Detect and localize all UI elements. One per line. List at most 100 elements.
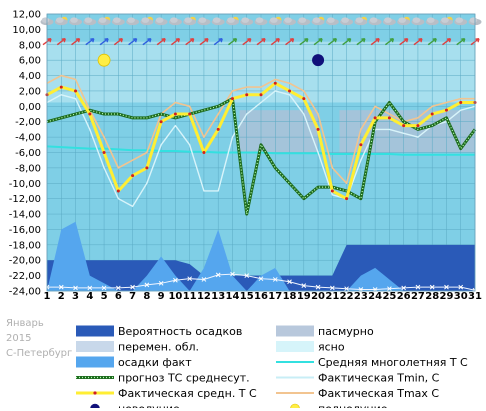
snow-point: [301, 283, 307, 288]
snow-point: [58, 284, 64, 290]
x-tick-label: 2: [58, 291, 65, 300]
period-caption: Январь 2015 С-Петербург: [6, 316, 72, 361]
snow-point: [329, 285, 335, 291]
weather-icon: [283, 17, 297, 26]
snow-point: [429, 284, 435, 290]
wind-arrow-icon: [199, 38, 209, 46]
weather-icon: [325, 17, 339, 26]
weather-icon: [340, 17, 354, 26]
cloud-icon: [113, 17, 121, 23]
mean-temp-point: [173, 112, 177, 116]
weather-icon: [439, 16, 453, 26]
y-tick-label: -6,00: [15, 148, 41, 159]
x-tick-label: 29: [440, 291, 454, 300]
snow-point: [287, 279, 292, 285]
mean-temp-point: [88, 112, 92, 116]
weather-icon: [225, 16, 239, 26]
weather-icon: [382, 17, 396, 26]
cloud-icon: [170, 17, 178, 23]
legend-label: полнолуние: [318, 403, 388, 409]
wind-arrow-icon: [170, 38, 181, 46]
overcast-band: [239, 110, 319, 153]
month-label: Январь: [6, 318, 44, 329]
x-tick-label: 27: [411, 291, 425, 300]
weather-icon: [54, 16, 68, 26]
x-tick-label: 24: [368, 291, 382, 300]
cloud-icon: [127, 17, 135, 23]
weather-icon: [240, 17, 254, 26]
snow-point: [444, 284, 449, 290]
snow-point: [73, 285, 78, 291]
legend-label: Средняя многолетняя Т С: [318, 356, 468, 369]
cloud-icon: [255, 17, 264, 23]
x-tick-label: 5: [101, 291, 108, 300]
x-tick-label: 10: [168, 291, 182, 300]
mean-temp-point: [159, 120, 163, 124]
mean-temp-point: [216, 127, 220, 131]
snow-point: [187, 276, 193, 282]
wind-arrow-icon: [384, 38, 395, 46]
weather-icon: [69, 17, 83, 26]
snow-point: [101, 285, 107, 291]
snow-point: [458, 284, 464, 290]
wind-arrow-icon: [242, 38, 252, 46]
y-tick-label: 2,00: [19, 86, 41, 97]
cloud-icon: [184, 17, 192, 23]
snow-point: [215, 272, 221, 278]
wind-arrow-icon: [313, 38, 323, 46]
y-tick-label: -2,00: [15, 117, 41, 128]
weather-icon: [183, 16, 197, 26]
wind-arrow-icon: [213, 38, 223, 46]
y-tick-label: -4,00: [15, 133, 41, 144]
y-tick-label: 12,00: [12, 10, 41, 21]
x-tick-label: 11: [183, 291, 197, 300]
wind-arrow-icon: [113, 38, 124, 46]
y-tick-label: 10,00: [12, 25, 41, 36]
wind-arrow-icon: [285, 38, 295, 46]
cloud-icon: [398, 17, 406, 23]
cloud-icon: [384, 17, 392, 23]
wind-arrow-icon: [427, 38, 437, 46]
x-tick-label: 6: [115, 291, 122, 300]
legend-label: Фактическая средн. Т С: [118, 387, 257, 400]
plot-frame: [46, 13, 476, 292]
full-moon-marker: [97, 53, 111, 67]
precip-fact-area: [47, 221, 475, 291]
weather-icon: [354, 16, 368, 26]
mean-temp-point: [116, 189, 120, 193]
weather-icon: [454, 17, 468, 26]
weather-icon: [111, 17, 125, 26]
mean-temp-point: [444, 108, 448, 112]
legend-label: ясно: [318, 341, 345, 354]
weather-icon: [411, 17, 425, 26]
snow-point: [115, 285, 121, 291]
temperature-chart: 12,00 10,00 8,00 6,00 4,00 2,00 0,00 -2,00 -4,00…: [9, 10, 482, 301]
x-tick-label: 7: [129, 291, 136, 300]
snow-point: [272, 277, 278, 282]
wind-arrow-icon: [456, 38, 466, 46]
weather-icon: [268, 16, 282, 26]
y-tick-label: -12,00: [9, 194, 41, 205]
mean-temp-point: [316, 127, 320, 131]
y-tick-label: -10,00: [9, 179, 41, 190]
weather-icon: [211, 17, 225, 26]
y-tick-label: -22,00: [9, 271, 41, 282]
legend-swatch: [90, 403, 100, 408]
legend-label: Вероятность осадков: [118, 325, 242, 338]
legend-swatch: [276, 341, 314, 352]
snow-point: [201, 277, 207, 282]
x-tick-label: 12: [197, 291, 211, 300]
cloud-icon: [441, 17, 449, 23]
weather-icon: [197, 17, 211, 26]
y-tick-label: -8,00: [15, 163, 41, 174]
legend-swatch: [276, 325, 314, 337]
cloud-icon: [141, 17, 150, 23]
weather-icon: [297, 17, 311, 26]
new-moon-marker: [312, 54, 325, 67]
cloud-icon: [212, 17, 221, 23]
x-tick-label: 14: [226, 291, 240, 300]
wind-arrow-icon: [270, 38, 280, 46]
year-label: 2015: [6, 333, 32, 344]
weather-icon: [368, 17, 382, 26]
snow-point: [401, 285, 407, 291]
